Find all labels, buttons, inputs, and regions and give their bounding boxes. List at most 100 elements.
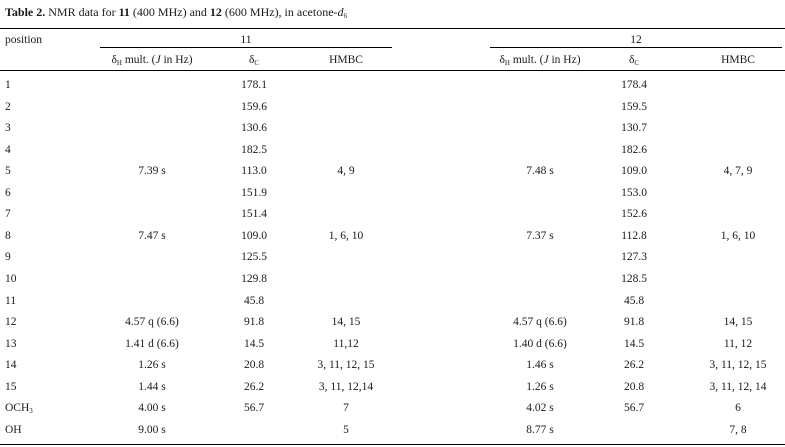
hmbc-label: HMBC xyxy=(721,54,755,66)
cell-c12: 91.8 xyxy=(623,316,645,328)
cell-hmbc12: 1, 6, 10 xyxy=(720,230,756,242)
header-delta-h-11: δH mult. (J in Hz) xyxy=(92,53,212,67)
header-group-11: 11 xyxy=(240,34,252,46)
cell-hmbc11: 11,12 xyxy=(333,338,359,350)
cell-hmbc12: 3, 11, 12, 15 xyxy=(709,359,767,371)
cell-c12: 182.6 xyxy=(621,144,647,156)
group-11-rule xyxy=(100,47,392,48)
position-text: 4 xyxy=(5,144,11,156)
position-text: 7 xyxy=(5,208,11,220)
cell-c12: 178.4 xyxy=(621,79,647,91)
cell-h11: 1.26 s xyxy=(138,359,166,371)
header-hmbc-12: HMBC xyxy=(678,53,785,67)
header-delta-c-11: δC xyxy=(194,53,314,67)
cell-c12: 26.2 xyxy=(623,359,645,371)
position-text: 10 xyxy=(5,273,17,285)
cell-c12: 153.0 xyxy=(621,187,647,199)
cell-c11: 20.8 xyxy=(243,359,265,371)
cell-c11: 159.6 xyxy=(241,101,267,113)
cell-c12: 130.7 xyxy=(621,122,647,134)
cell-position: 8 xyxy=(5,229,11,243)
cell-h11: 1.44 s xyxy=(138,381,166,393)
table-caption: Table 2. NMR data for 11 (400 MHz) and 1… xyxy=(5,5,347,20)
cell-position: 2 xyxy=(5,100,11,114)
header-delta-h-12: δH mult. (J in Hz) xyxy=(480,53,600,67)
cell-h11: 9.00 s xyxy=(138,424,166,436)
delta-c-symbol: δ xyxy=(248,54,255,66)
cell-hmbc11: 3, 11, 12, 15 xyxy=(317,359,375,371)
position-text: 9 xyxy=(5,251,11,263)
cell-h12: 1.26 s xyxy=(526,381,554,393)
cell-h12: 8.77 s xyxy=(526,424,554,436)
cell-position: OH xyxy=(5,423,22,437)
cell-c11: 129.8 xyxy=(241,273,267,285)
cell-c11: 125.5 xyxy=(241,251,267,263)
cell-hmbc12: 11, 12 xyxy=(723,338,753,350)
cell-position: 6 xyxy=(5,186,11,200)
cell-position: 13 xyxy=(5,337,17,351)
cell-hmbc11: 14, 15 xyxy=(331,316,361,328)
header-group-12: 12 xyxy=(630,34,642,46)
cell-h11: 7.39 s xyxy=(138,165,166,177)
bottom-rule xyxy=(0,444,785,445)
cell-h11: 4.00 s xyxy=(138,402,166,414)
position-text: 14 xyxy=(5,359,17,371)
cell-hmbc12: 6 xyxy=(735,402,741,414)
position-text: 13 xyxy=(5,338,17,350)
cell-c12: 128.5 xyxy=(621,273,647,285)
header-position: position xyxy=(5,34,43,46)
top-rule xyxy=(0,28,785,29)
caption-label: Table 2. xyxy=(5,5,46,19)
cell-c11: 91.8 xyxy=(243,316,265,328)
position-text: 2 xyxy=(5,101,11,113)
position-text: 12 xyxy=(5,316,17,328)
cell-c11: 182.5 xyxy=(241,144,267,156)
group-12-rule xyxy=(490,47,782,48)
hmbc-label: HMBC xyxy=(329,54,363,66)
cell-h12: 7.37 s xyxy=(526,230,554,242)
cell-hmbc11: 3, 11, 12,14 xyxy=(318,381,374,393)
header-bottom-rule xyxy=(0,70,785,71)
cell-c11: 113.0 xyxy=(241,165,267,177)
delta-h-rest: mult. ( xyxy=(509,54,544,66)
cell-position: 3 xyxy=(5,121,11,135)
cell-c11: 151.9 xyxy=(241,187,267,199)
caption-text-c: (600 MHz), in acetone- xyxy=(221,5,338,19)
caption-solvent: d xyxy=(337,5,344,19)
delta-h-symbol: δ xyxy=(499,54,505,66)
position-text: OCH xyxy=(5,402,30,414)
header-delta-c-12: δC xyxy=(574,53,694,67)
caption-text-b: (400 MHz) and xyxy=(129,5,210,19)
delta-h-sub: H xyxy=(116,59,122,67)
cell-position: 7 xyxy=(5,207,11,221)
cell-c12: 109.0 xyxy=(621,165,647,177)
cell-c12: 127.3 xyxy=(621,251,647,263)
cell-c11: 26.2 xyxy=(243,381,265,393)
cell-c11: 56.7 xyxy=(243,402,265,414)
cell-hmbc11: 1, 6, 10 xyxy=(328,230,364,242)
cell-c12: 152.6 xyxy=(621,208,647,220)
delta-c-symbol: δ xyxy=(628,54,635,66)
cell-h12: 4.57 q (6.6) xyxy=(513,316,567,328)
position-text: 3 xyxy=(5,122,11,134)
cell-h11: 1.41 d (6.6) xyxy=(125,338,179,350)
cell-h12: 1.40 d (6.6) xyxy=(513,338,567,350)
cell-c11: 151.4 xyxy=(241,208,267,220)
delta-h-symbol: δ xyxy=(111,54,117,66)
delta-h-end: in Hz) xyxy=(160,54,193,66)
caption-text-a: NMR data for xyxy=(45,5,119,19)
cell-hmbc12: 4, 7, 9 xyxy=(723,165,753,177)
cell-c11: 45.8 xyxy=(243,295,265,307)
cell-h12: 7.48 s xyxy=(526,165,554,177)
cell-c12: 112.8 xyxy=(621,230,647,242)
delta-h-j: J xyxy=(543,54,549,66)
delta-h-end: in Hz) xyxy=(548,54,581,66)
position-text: 6 xyxy=(5,187,11,199)
cell-hmbc12: 3, 11, 12, 14 xyxy=(709,381,767,393)
cell-hmbc11: 7 xyxy=(343,402,349,414)
cell-position: 11 xyxy=(5,294,16,308)
position-text: 15 xyxy=(5,381,17,393)
delta-c-sub: C xyxy=(254,59,260,67)
cell-position: 5 xyxy=(5,164,11,178)
delta-h-sub: H xyxy=(504,59,510,67)
